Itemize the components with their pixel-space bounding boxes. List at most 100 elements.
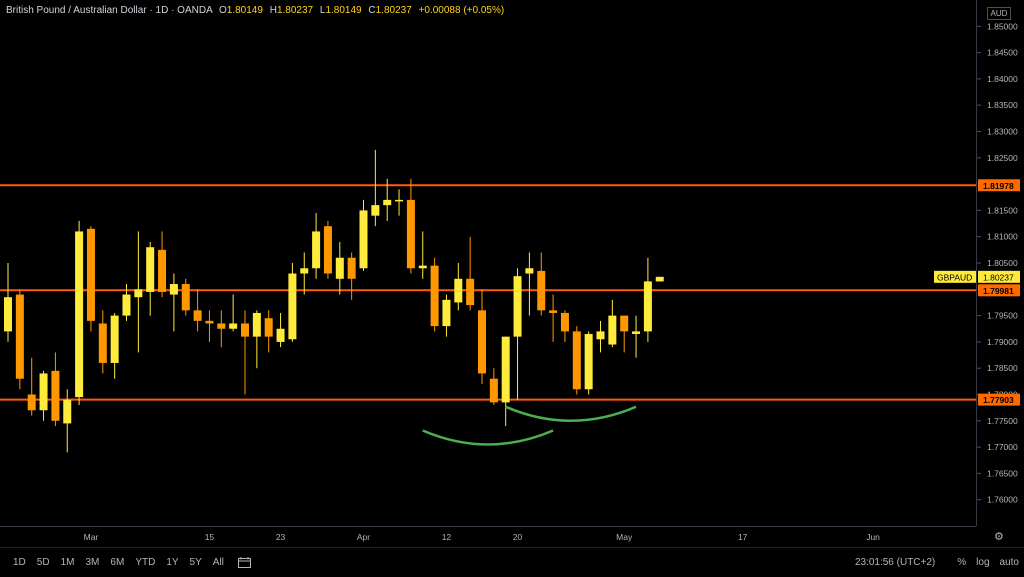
price-tick-label: 1.84000 [987, 74, 1018, 84]
candle-up [584, 334, 593, 390]
time-tick-label: Apr [357, 532, 370, 542]
candle-up [300, 268, 309, 274]
price-tick-label: 1.80000 [987, 284, 1018, 294]
candle-down [620, 315, 629, 332]
candle-down [406, 199, 415, 269]
time-tick-label: 12 [442, 532, 452, 542]
time-axis[interactable]: Mar 15 23 Apr 12 20 May 17 Jun [0, 526, 976, 547]
timeframe-3m[interactable]: 3M [85, 557, 100, 568]
price-tick-label: 1.76500 [987, 468, 1018, 478]
candle-down [264, 318, 273, 337]
high-label: H [269, 5, 277, 16]
close-value: 1.80237 [375, 5, 412, 16]
price-tick-label: 1.83500 [987, 100, 1018, 110]
candle-down [430, 265, 439, 327]
price-axis[interactable]: 1.76000 1.76500 1.77000 1.77500 1.78000 1.785… [976, 0, 1024, 526]
price-tick-label: 1.81500 [987, 205, 1018, 215]
candle-up [655, 276, 664, 282]
candle-up [75, 231, 84, 398]
candle-up [418, 265, 427, 269]
candle-down [86, 228, 95, 321]
candle-down [205, 320, 214, 324]
gear-icon[interactable]: ⚙ [994, 531, 1004, 543]
price-tick-label: 1.77500 [987, 416, 1018, 426]
price-tick-label: 1.78000 [987, 390, 1018, 400]
candle-up [596, 331, 605, 340]
candlestick-plot[interactable] [0, 0, 976, 526]
time-tick-label: 20 [513, 532, 523, 542]
candle-up [442, 299, 451, 327]
price-tick-label: 1.85000 [987, 21, 1018, 31]
time-tick-label: Jun [866, 532, 880, 542]
candle-down [347, 257, 356, 279]
candle-up [608, 315, 617, 345]
candle-up [134, 289, 143, 298]
timeframe-1d[interactable]: 1D [13, 557, 26, 568]
timeframe-5y[interactable]: 5Y [189, 557, 202, 568]
candle-up [632, 331, 641, 335]
time-tick-label: 17 [738, 532, 748, 542]
open-value: 1.80149 [226, 5, 263, 16]
timeframe-5d[interactable]: 5D [36, 557, 50, 568]
time-tick-label: 15 [205, 532, 215, 542]
open-label: O [218, 5, 227, 16]
timeframe-1y[interactable]: 1Y [166, 557, 179, 568]
auto-toggle[interactable]: auto [999, 557, 1019, 568]
timeframe-1m[interactable]: 1M [60, 557, 75, 568]
candle-up [288, 273, 297, 340]
candle-down [181, 284, 190, 311]
percent-toggle[interactable]: % [957, 557, 967, 568]
change-value: +0.00088 (+0.05%) [418, 5, 505, 16]
currency-label[interactable]: AUD [987, 7, 1011, 20]
price-tick-label: 1.81000 [987, 232, 1018, 242]
candle-up [501, 336, 510, 403]
candle-up [312, 231, 321, 269]
calendar-range-icon[interactable] [237, 557, 251, 568]
candle-down [549, 310, 558, 313]
price-tick-label: 1.82000 [987, 179, 1018, 189]
symbol-legend: British Pound / Australian Dollar · 1D ·… [6, 5, 504, 16]
price-tick-label: 1.76000 [987, 495, 1018, 505]
timeframe-ytd[interactable]: YTD [135, 557, 156, 568]
candle-down [158, 249, 167, 292]
time-tick-label: Mar [84, 532, 99, 542]
candle-up [359, 210, 368, 269]
bottom-toolbar: 1D 5D 1M 3M 6M YTD 1Y 5Y All 23:01:56 (U… [0, 547, 1024, 577]
candle-up [169, 284, 178, 295]
candle-down [560, 312, 569, 332]
candle-up [252, 312, 261, 337]
timeframe-all[interactable]: All [212, 557, 224, 568]
candle-down [15, 294, 24, 379]
time-tick-label: May [616, 532, 633, 542]
timeframe-6m[interactable]: 6M [110, 557, 125, 568]
candle-up [383, 199, 392, 206]
candle-down [323, 226, 332, 274]
candle-down [572, 331, 581, 390]
candle-up [146, 247, 155, 292]
low-label: L [319, 5, 326, 16]
candle-up [335, 257, 344, 279]
candle-up [454, 278, 463, 303]
candle-down [478, 310, 486, 374]
candle-up [229, 323, 238, 329]
price-tick-label: 1.84500 [987, 48, 1018, 58]
candle-down [217, 323, 226, 329]
log-toggle[interactable]: log [976, 557, 990, 568]
candle-up [122, 294, 131, 316]
low-value: 1.80149 [325, 5, 362, 16]
candle-up [525, 268, 534, 274]
candle-up [39, 373, 48, 411]
chart-area[interactable]: British Pound / Australian Dollar · 1D ·… [0, 0, 976, 526]
candle-down [27, 394, 36, 411]
candle-up [395, 199, 404, 202]
time-tick-label: 23 [276, 532, 286, 542]
candle-up [513, 276, 522, 337]
clock-timezone[interactable]: 23:01:56 (UTC+2) [854, 557, 936, 568]
price-tick-label: 1.82500 [987, 153, 1018, 163]
close-label: C [368, 5, 376, 16]
price-tick-label: 1.78500 [987, 363, 1018, 373]
candle-down [489, 378, 498, 403]
candle-up [4, 297, 12, 332]
price-tick-label: 1.80500 [987, 258, 1018, 268]
candle-up [276, 328, 285, 342]
